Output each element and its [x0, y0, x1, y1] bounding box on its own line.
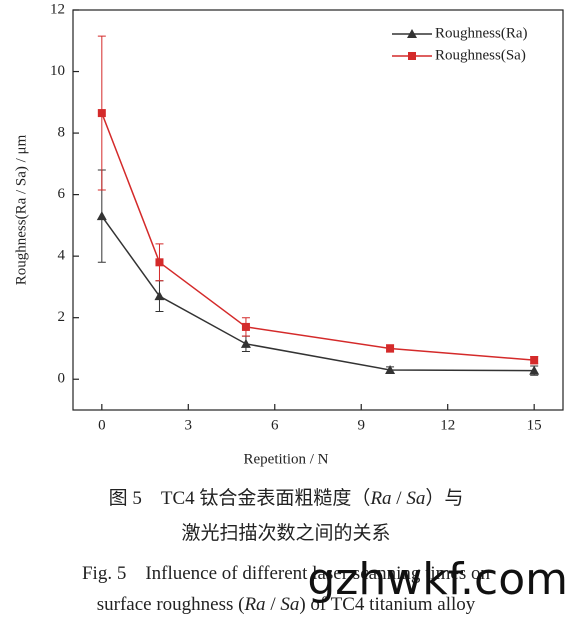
caption-segment: Fig. 5 Influence of different laser scan… [82, 563, 491, 584]
marker [386, 344, 395, 353]
plot-frame [72, 9, 564, 411]
caption-line: 图 5 TC4 钛合金表面粗糙度（Ra / Sa）与 [109, 487, 464, 509]
caption-segment: 激光扫描次数之间的关系 [181, 522, 390, 544]
y-tick-label: 6 [58, 186, 66, 202]
caption-segment: Ra [369, 488, 391, 509]
caption-line: surface roughness (Ra / Sa) of TC4 titan… [97, 594, 476, 615]
marker [529, 365, 540, 375]
x-tick-label: 6 [271, 417, 279, 433]
x-tick-label: 12 [440, 417, 455, 433]
series-line [101, 215, 535, 372]
series-line [101, 112, 535, 361]
caption-segment: Sa [280, 594, 299, 615]
caption-segment: / [266, 594, 281, 615]
x-axis-label: Repetition / N [244, 451, 329, 467]
caption-segment: 图 5 TC4 钛合金表面粗糙度（ [109, 487, 371, 509]
legend-label: Roughness(Sa) [435, 47, 526, 63]
y-axis-label: Roughness(Ra / Sa) / μm [13, 134, 29, 285]
caption-segment: ) of TC4 titanium alloy [299, 594, 475, 615]
caption-segment: ）与 [425, 487, 463, 509]
x-tick-label: 3 [185, 417, 193, 433]
y-tick-label: 4 [58, 248, 66, 264]
marker [97, 109, 106, 118]
caption-segment: Ra [243, 594, 265, 615]
marker [154, 291, 165, 301]
caption-line: 激光扫描次数之间的关系 [181, 522, 390, 544]
marker [96, 211, 107, 221]
x-tick-label: 0 [98, 417, 106, 433]
caption-segment: Sa [406, 488, 425, 509]
y-tick-label: 2 [58, 309, 66, 325]
marker [240, 338, 251, 348]
marker [155, 258, 164, 267]
x-tick-label: 15 [527, 417, 542, 433]
y-tick-label: 10 [50, 63, 65, 79]
watermark: gzhwkf.com [307, 554, 568, 605]
x-tick-label: 9 [357, 417, 365, 433]
y-tick-label: 0 [58, 371, 66, 387]
marker [241, 322, 250, 331]
marker [407, 29, 417, 38]
y-tick-label: 8 [58, 125, 66, 141]
y-tick-label: 12 [50, 1, 65, 17]
caption-segment: / [392, 488, 407, 509]
marker [385, 365, 396, 374]
marker [530, 356, 539, 365]
marker [408, 52, 416, 60]
caption-line: Fig. 5 Influence of different laser scan… [82, 563, 491, 584]
caption-segment: surface roughness ( [97, 594, 245, 615]
legend-label: Roughness(Ra) [435, 25, 528, 41]
